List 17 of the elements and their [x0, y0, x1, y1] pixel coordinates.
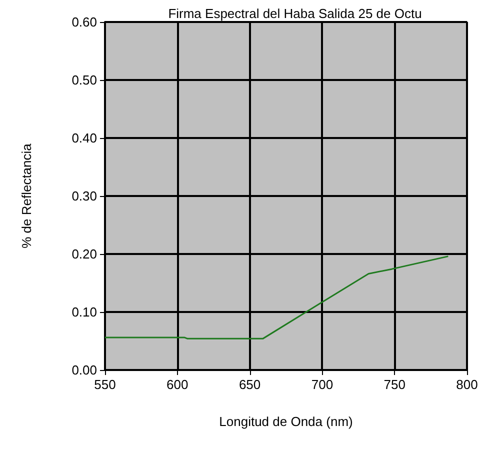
y-tick-label: 0.20: [72, 246, 97, 262]
x-tick-label: 600: [166, 377, 188, 392]
y-tick-label: 0.50: [72, 72, 97, 88]
x-tick-label: 750: [384, 377, 406, 392]
y-tick-label: 0.40: [72, 130, 97, 146]
x-tick-label: 550: [94, 377, 116, 392]
line-series: [104, 256, 449, 340]
x-axis-title: Longitud de Onda (nm): [219, 414, 353, 429]
x-tick-label: 650: [238, 377, 261, 392]
y-tick-label: 0.00: [72, 362, 97, 378]
y-tick-label: 0.10: [72, 304, 97, 320]
y-axis-title: % de Reflectancia: [19, 142, 34, 248]
x-tick-label: 700: [311, 377, 334, 392]
x-tick-label: 800: [456, 377, 478, 392]
chart-title: Firma Espectral del Haba Salida 25 de Octu: [168, 6, 422, 21]
y-tick-label: 0.60: [72, 14, 97, 30]
y-tick-label: 0.30: [72, 188, 97, 204]
